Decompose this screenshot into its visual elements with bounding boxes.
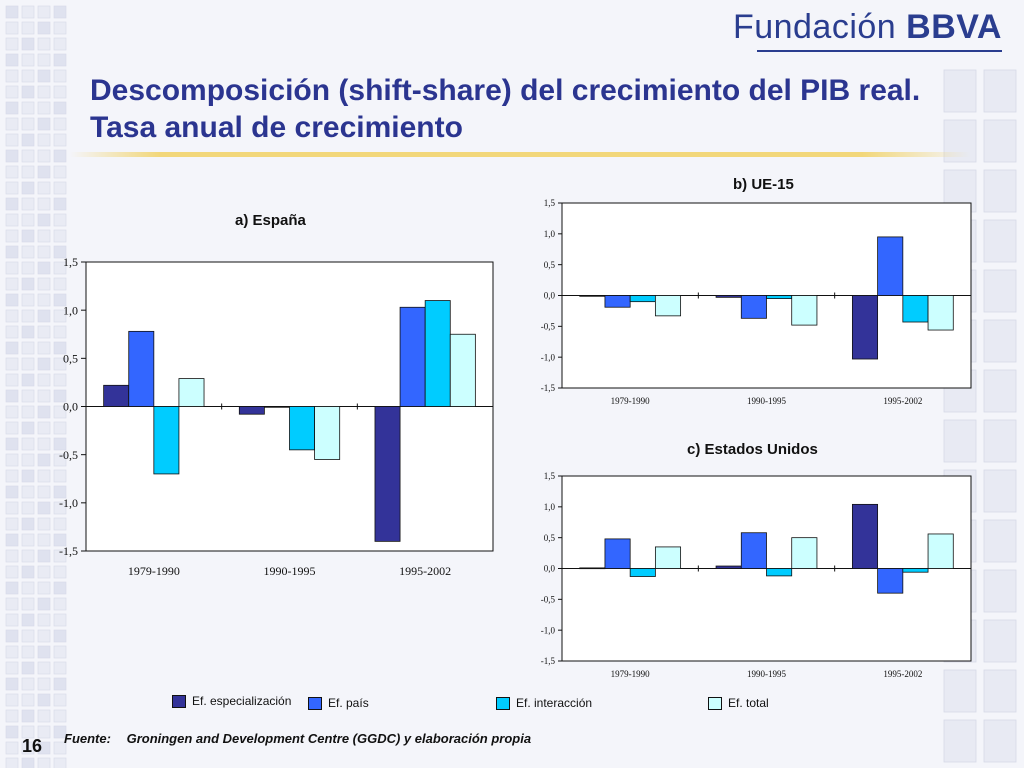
bar: [902, 295, 929, 323]
bar: [927, 533, 954, 569]
bar: [629, 568, 656, 577]
bar: [238, 406, 265, 415]
y-tick-label: 0,0: [544, 291, 556, 301]
bar: [153, 406, 180, 475]
x-tick-label: 1979-1990: [611, 396, 650, 406]
bar: [654, 295, 682, 317]
x-tick-label: 1979-1990: [128, 564, 180, 578]
bar: [791, 537, 818, 569]
chart-legend: Ef. especialización Ef. país Ef. interac…: [0, 694, 1024, 714]
source-note: Fuente: Groningen and Development Centre…: [64, 731, 531, 746]
brand-word-2: BBVA: [906, 8, 1002, 46]
y-tick-label: -0,5: [541, 594, 556, 604]
brand-word-1: Fundación: [732, 8, 897, 46]
title-divider: [70, 152, 970, 157]
legend-swatch: [708, 696, 722, 710]
x-tick-label: 1990-1995: [747, 669, 786, 679]
bar: [374, 406, 401, 542]
bar: [851, 503, 879, 569]
bar: [740, 295, 767, 319]
y-tick-label: -0,5: [59, 448, 78, 462]
bar: [740, 532, 767, 569]
source-text: Groningen and Development Centre (GGDC) …: [126, 731, 532, 746]
legend-label: Ef. total: [728, 696, 769, 710]
y-tick-label: 1,0: [544, 229, 556, 239]
slide-title: Descomposición (shift-share) del crecimi…: [90, 74, 921, 144]
legend-swatch: [496, 696, 510, 710]
y-tick-label: 0,5: [544, 260, 556, 270]
x-tick-label: 1995-2002: [883, 396, 922, 406]
brand-logo: Fundación BBVA: [733, 8, 1002, 47]
y-tick-label: 1,0: [544, 502, 556, 512]
bar: [766, 568, 793, 577]
source-label: Fuente:: [64, 731, 111, 746]
legend-item-total: Ef. total: [708, 696, 769, 710]
bar: [851, 295, 879, 360]
bar: [289, 406, 315, 451]
bar: [791, 295, 818, 326]
x-tick-label: 1990-1995: [747, 396, 786, 406]
bar: [424, 300, 451, 407]
x-tick-label: 1995-2002: [883, 669, 922, 679]
bar: [877, 236, 904, 296]
legend-label: Ef. país: [328, 696, 369, 710]
bar: [314, 406, 341, 460]
y-tick-label: 1,0: [63, 303, 78, 317]
bar: [654, 546, 682, 569]
y-tick-label: 0,0: [544, 564, 556, 574]
y-tick-label: 1,5: [544, 198, 556, 208]
y-tick-label: -1,5: [541, 383, 556, 393]
y-tick-label: 0,5: [544, 533, 556, 543]
y-tick-label: 1,5: [63, 255, 78, 269]
legend-item-interaccion: Ef. interacción: [496, 696, 592, 710]
legend-item-pais: Ef. país: [308, 696, 369, 710]
bar: [178, 378, 205, 407]
y-tick-label: 1,5: [544, 471, 556, 481]
brand-underline: [757, 50, 1002, 52]
y-tick-label: -1,5: [59, 544, 78, 558]
y-tick-label: -1,0: [541, 625, 556, 635]
legend-swatch: [172, 694, 186, 708]
legend-item-especializacion: Ef. especialización: [172, 694, 291, 708]
legend-swatch: [308, 696, 322, 710]
legend-label: Ef. interacción: [516, 696, 593, 710]
chart-title-espana: a) España: [235, 212, 306, 229]
legend-label: Ef. especialización: [192, 694, 292, 708]
y-tick-label: -0,5: [541, 321, 556, 331]
chart-title-ue15: b) UE-15: [733, 176, 794, 193]
y-tick-label: 0,0: [63, 400, 78, 414]
bar: [449, 333, 476, 407]
x-tick-label: 1990-1995: [264, 564, 316, 578]
y-tick-label: 0,5: [63, 352, 78, 366]
bar: [715, 565, 742, 569]
bar: [128, 330, 155, 407]
y-tick-label: -1,0: [59, 496, 78, 510]
bar: [902, 568, 929, 573]
chart-title-eeuu: c) Estados Unidos: [687, 441, 818, 458]
y-tick-label: -1,0: [541, 352, 556, 362]
bar: [604, 538, 631, 569]
x-tick-label: 1995-2002: [399, 564, 451, 578]
bar: [877, 568, 904, 594]
bar: [927, 295, 954, 331]
x-tick-label: 1979-1990: [611, 669, 650, 679]
y-tick-label: -1,5: [541, 656, 556, 666]
bar: [579, 567, 606, 570]
page-number: 16: [22, 736, 43, 756]
